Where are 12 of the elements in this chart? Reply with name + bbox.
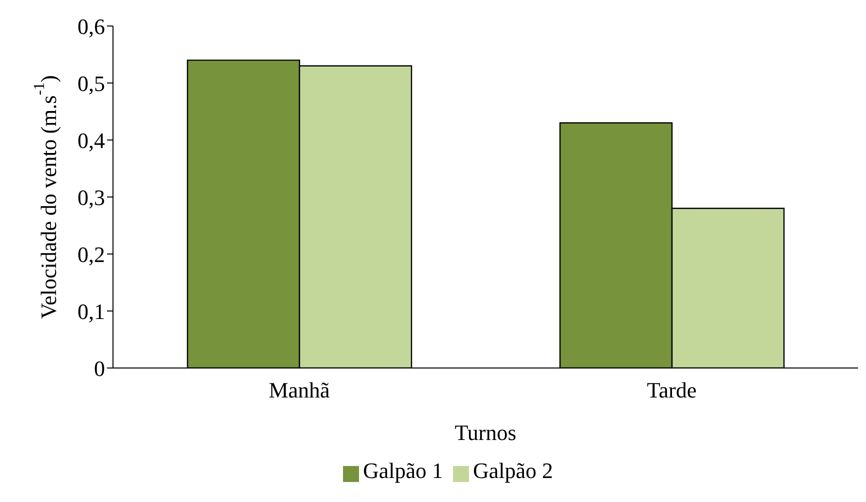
y-tick-label: 0 <box>94 356 105 381</box>
x-axis-title: Turnos <box>454 420 516 445</box>
x-tick-label: Tarde <box>646 378 697 403</box>
x-tick-label: Manhã <box>268 378 330 403</box>
y-tick-label: 0,3 <box>78 184 105 210</box>
y-tick-label: 0,5 <box>78 70 105 96</box>
y-tick-label: 0,4 <box>78 128 105 153</box>
legend-label: Galpão 2 <box>473 458 554 483</box>
legend-label: Galpão 1 <box>362 458 443 483</box>
y-tick-label: 0,6 <box>78 14 105 39</box>
y-tick-label: 0,1 <box>78 298 105 324</box>
y-tick-label: 0,2 <box>78 242 105 267</box>
